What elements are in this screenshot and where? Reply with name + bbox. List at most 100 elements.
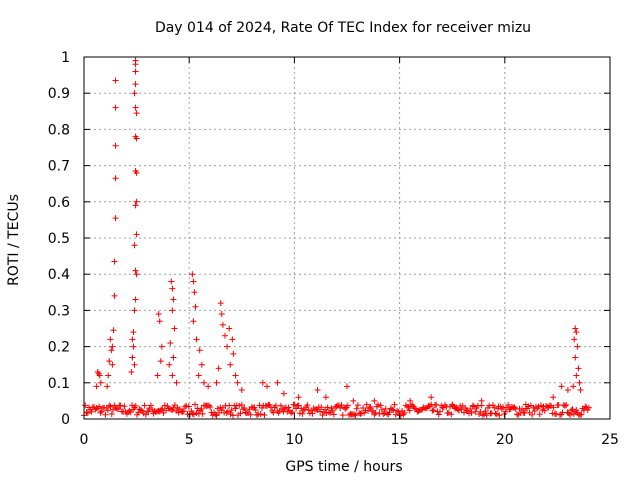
data-point [189,410,196,417]
data-point [577,411,584,418]
data-point [320,409,327,416]
data-point [318,404,325,411]
data-point [354,402,361,409]
data-point [110,327,117,334]
data-point [285,404,292,411]
data-point [493,411,500,418]
data-point [227,361,234,368]
data-point [112,215,119,222]
data-point [521,409,528,416]
data-point [93,404,100,411]
data-point [135,409,142,416]
data-point [237,410,244,417]
data-point [430,407,437,414]
data-point [183,402,190,409]
data-point [112,175,119,182]
data-point [391,401,398,408]
data-point [159,405,166,412]
data-point [131,361,138,368]
data-point [106,402,113,409]
data-point [462,404,469,411]
data-point [467,405,474,412]
data-point [333,403,340,410]
data-point [582,403,589,410]
data-point [553,411,560,418]
data-point [133,271,140,278]
data-point [121,403,128,410]
data-point [531,407,538,414]
y-tick-label: 0.1 [48,376,70,392]
data-point [314,387,321,394]
data-point [207,404,214,411]
data-point [215,365,222,372]
data-point [130,329,137,336]
data-point [564,387,571,394]
data-point [180,408,187,415]
y-axis-label: ROTI / TECUs [6,194,22,286]
data-point [342,405,349,412]
data-point [585,404,592,411]
data-point [107,336,114,343]
data-point [304,402,311,409]
y-tick-label: 0.2 [48,340,70,356]
plot-frame [83,56,611,420]
data-point [129,354,136,361]
data-point [386,409,393,416]
data-point [195,372,202,379]
data-point [132,61,139,68]
data-point [97,379,104,386]
data-point [469,402,476,409]
data-point [478,397,485,404]
data-point [401,409,408,416]
data-point [357,410,364,417]
y-tick-label: 0.6 [48,195,70,211]
data-point [284,408,291,415]
data-point [229,336,236,343]
data-point [380,411,387,418]
data-point [241,405,248,412]
x-axis-label: GPS time / hours [285,459,402,475]
data-point [107,403,114,410]
data-point [117,402,124,409]
data-point [277,402,284,409]
data-point [577,387,584,394]
data-point [363,401,370,408]
data-point [132,202,139,209]
data-point [142,411,149,418]
data-point [171,325,178,332]
data-point [350,397,357,404]
x-tick-labels: 0 5 10 15 20 25 [80,432,619,448]
data-point [227,411,234,418]
data-point [295,402,302,409]
data-point [133,198,140,205]
data-point [93,383,100,390]
data-point [157,358,164,365]
x-tick-label: 5 [185,432,194,448]
data-point [132,104,139,111]
data-point [564,409,571,416]
data-point [511,404,518,411]
data-point [240,406,247,413]
data-point [167,339,174,346]
data-point [257,410,264,417]
data-point [88,408,95,415]
data-point [324,404,331,411]
data-point [132,81,139,88]
y-tick-label: 0.9 [48,86,70,102]
data-point [550,404,557,411]
data-point [236,402,243,409]
data-point [112,104,119,111]
data-point [572,354,579,361]
data-point [505,402,512,409]
data-point [481,410,488,417]
data-point [569,406,576,413]
data-point [572,325,579,332]
data-point [550,394,557,401]
data-point [198,361,205,368]
data-point [317,408,324,415]
data-point [389,406,396,413]
data-point [190,278,197,285]
chart-title: Day 014 of 2024, Rate Of TEC Index for r… [155,20,531,36]
data-point [229,412,236,419]
data-point [539,406,546,413]
